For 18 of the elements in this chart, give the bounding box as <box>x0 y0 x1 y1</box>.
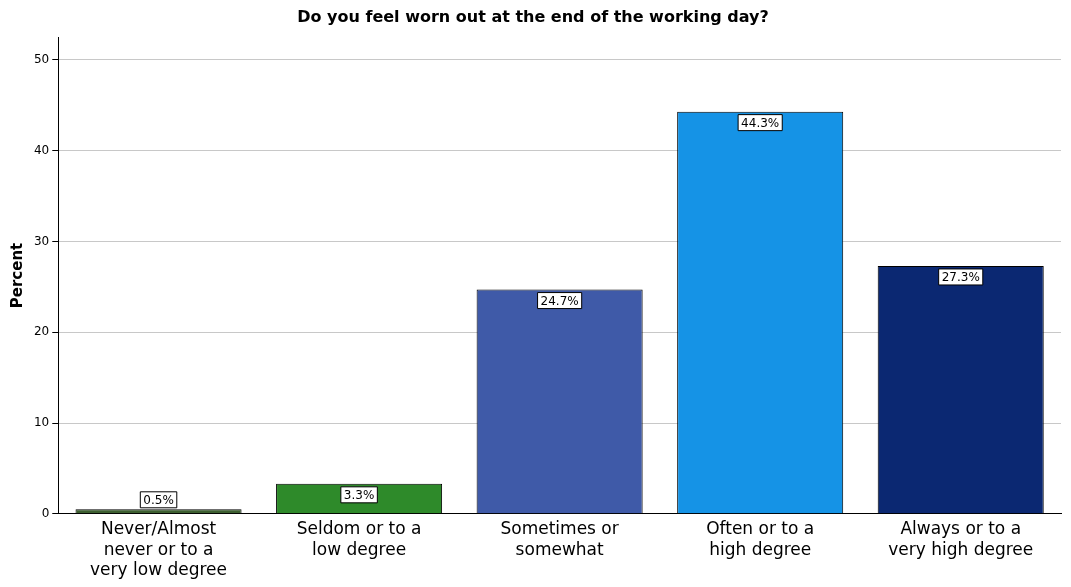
x-tick-label: Seldom or to a low degree <box>296 518 422 559</box>
x-tick-label: Sometimes or somewhat <box>500 518 619 559</box>
data-label: 27.3% <box>941 270 980 285</box>
y-tick-label: 20 <box>33 324 50 339</box>
y-tick-label: 30 <box>33 233 50 248</box>
x-tick-label: Often or to a high degree <box>706 518 815 559</box>
data-label: 0.5% <box>143 492 174 507</box>
y-axis-title: Percent <box>7 242 26 309</box>
data-label: 44.3% <box>741 115 780 130</box>
y-tick-label: 50 <box>33 52 50 67</box>
y-tick-label: 40 <box>33 142 50 157</box>
data-label: 24.7% <box>540 293 579 308</box>
y-tick-label: 10 <box>33 415 50 430</box>
chart-title: Do you feel worn out at the end of the working day? <box>297 6 769 26</box>
x-tick-label: Always or to a very high degree <box>888 518 1034 559</box>
x-tick-label: Never/Almost never or to a very low degree <box>90 518 228 580</box>
y-tick-label: 0 <box>41 505 50 520</box>
data-label: 3.3% <box>343 487 375 502</box>
